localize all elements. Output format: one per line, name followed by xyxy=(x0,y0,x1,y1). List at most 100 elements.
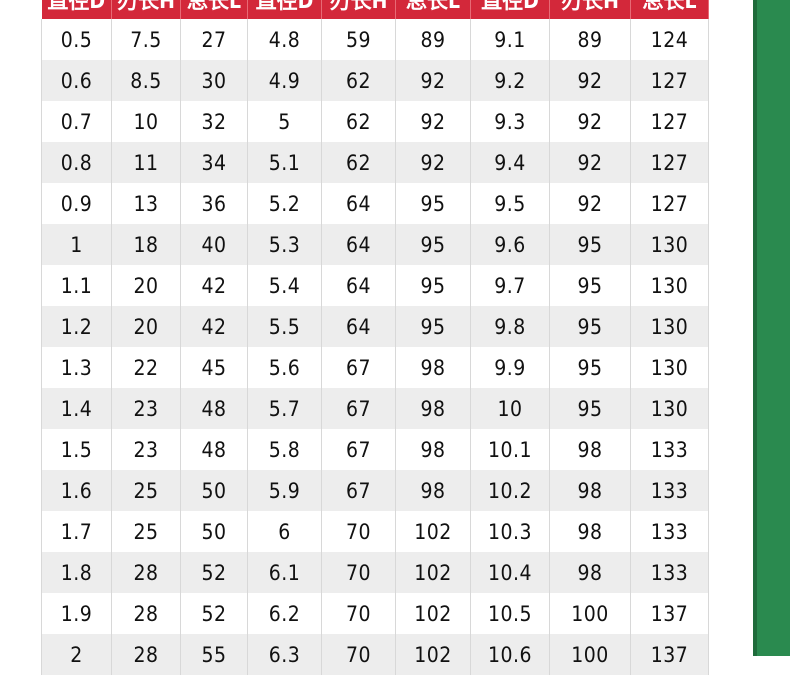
table-cell: 98 xyxy=(549,429,631,470)
table-cell: 50 xyxy=(180,470,248,511)
table-cell: 0.6 xyxy=(41,60,112,101)
table-cell: 6 xyxy=(247,511,322,552)
table-cell: 6.1 xyxy=(247,552,322,593)
table-cell: 67 xyxy=(321,347,396,388)
table-cell: 95 xyxy=(395,224,471,265)
table-cell: 30 xyxy=(180,60,248,101)
table-cell: 5.1 xyxy=(247,142,322,183)
table-cell: 133 xyxy=(630,511,709,552)
table-cell: 7.5 xyxy=(111,19,181,60)
table-row: 1.5 23 48 5.8 67 98 10.1 98 133 xyxy=(41,429,709,470)
table-row: 1 18 40 5.3 64 95 9.6 95 130 xyxy=(41,224,709,265)
table-cell: 130 xyxy=(630,388,709,429)
table-cell: 98 xyxy=(395,429,471,470)
table-cell: 137 xyxy=(630,593,709,634)
table-cell: 89 xyxy=(549,19,631,60)
table-row: 1.4 23 48 5.7 67 98 10 95 130 xyxy=(41,388,709,429)
table-cell: 92 xyxy=(395,60,471,101)
table-cell: 95 xyxy=(549,306,631,347)
table-cell: 5.2 xyxy=(247,183,322,224)
table-row: 0.6 8.5 30 4.9 62 92 9.2 92 127 xyxy=(41,60,709,101)
table-row: 1.2 20 42 5.5 64 95 9.8 95 130 xyxy=(41,306,709,347)
table-cell: 23 xyxy=(111,388,181,429)
table-cell: 67 xyxy=(321,429,396,470)
table-cell: 2 xyxy=(41,634,112,675)
table-cell: 59 xyxy=(321,19,396,60)
table-cell: 1 xyxy=(41,224,112,265)
table-cell: 95 xyxy=(549,347,631,388)
table-cell: 130 xyxy=(630,306,709,347)
table-cell: 64 xyxy=(321,306,396,347)
table-cell: 1.8 xyxy=(41,552,112,593)
table-cell: 25 xyxy=(111,470,181,511)
table-cell: 1.7 xyxy=(41,511,112,552)
table-cell: 92 xyxy=(395,142,471,183)
table-cell: 5 xyxy=(247,101,322,142)
table-cell: 98 xyxy=(395,470,471,511)
table-cell: 98 xyxy=(395,388,471,429)
table-cell: 102 xyxy=(395,634,471,675)
drill-size-table: 直径D 刃长H 总长L 直径D 刃长H 总长L 直径D 刃长H 总长L 0.5 7.5 27 4.8 5… xyxy=(41,0,709,675)
table-cell: 0.8 xyxy=(41,142,112,183)
table-row: 0.9 13 36 5.2 64 95 9.5 92 127 xyxy=(41,183,709,224)
column-header: 总长L xyxy=(630,0,709,19)
table-cell: 5.3 xyxy=(247,224,322,265)
table-cell: 130 xyxy=(630,265,709,306)
table-cell: 133 xyxy=(630,429,709,470)
table-cell: 127 xyxy=(630,142,709,183)
table-cell: 23 xyxy=(111,429,181,470)
table-cell: 20 xyxy=(111,306,181,347)
table-cell: 124 xyxy=(630,19,709,60)
table-cell: 133 xyxy=(630,552,709,593)
table-cell: 22 xyxy=(111,347,181,388)
table-cell: 1.5 xyxy=(41,429,112,470)
table-cell: 48 xyxy=(180,429,248,470)
table-cell: 67 xyxy=(321,388,396,429)
table-cell: 9.3 xyxy=(470,101,550,142)
table-header-row: 直径D 刃长H 总长L 直径D 刃长H 总长L 直径D 刃长H 总长L xyxy=(41,0,709,19)
table-cell: 18 xyxy=(111,224,181,265)
table-cell: 9.2 xyxy=(470,60,550,101)
table-cell: 42 xyxy=(180,265,248,306)
table-cell: 102 xyxy=(395,593,471,634)
table-cell: 5.7 xyxy=(247,388,322,429)
table-cell: 130 xyxy=(630,347,709,388)
column-header: 刃长H xyxy=(321,0,396,19)
table-cell: 92 xyxy=(549,60,631,101)
table-cell: 28 xyxy=(111,593,181,634)
table-cell: 0.5 xyxy=(41,19,112,60)
table-cell: 62 xyxy=(321,142,396,183)
table-cell: 95 xyxy=(549,265,631,306)
table-cell: 98 xyxy=(395,347,471,388)
table-cell: 95 xyxy=(395,306,471,347)
table-cell: 64 xyxy=(321,224,396,265)
table-cell: 9.1 xyxy=(470,19,550,60)
table-row: 0.5 7.5 27 4.8 59 89 9.1 89 124 xyxy=(41,19,709,60)
table-cell: 92 xyxy=(395,101,471,142)
table-cell: 36 xyxy=(180,183,248,224)
table-cell: 89 xyxy=(395,19,471,60)
table-cell: 70 xyxy=(321,593,396,634)
table-cell: 10.4 xyxy=(470,552,550,593)
table-cell: 0.9 xyxy=(41,183,112,224)
table-row: 0.7 10 32 5 62 92 9.3 92 127 xyxy=(41,101,709,142)
table-cell: 62 xyxy=(321,60,396,101)
table-row: 1.7 25 50 6 70 102 10.3 98 133 xyxy=(41,511,709,552)
table-cell: 127 xyxy=(630,60,709,101)
column-header: 直径D xyxy=(247,0,322,19)
table-cell: 1.2 xyxy=(41,306,112,347)
table-cell: 95 xyxy=(395,265,471,306)
table-row: 1.9 28 52 6.2 70 102 10.5 100 137 xyxy=(41,593,709,634)
table-cell: 9.9 xyxy=(470,347,550,388)
table-cell: 28 xyxy=(111,634,181,675)
table-cell: 102 xyxy=(395,511,471,552)
table-cell: 92 xyxy=(549,142,631,183)
table-cell: 42 xyxy=(180,306,248,347)
table-cell: 70 xyxy=(321,634,396,675)
table-cell: 34 xyxy=(180,142,248,183)
table-cell: 92 xyxy=(549,183,631,224)
table-cell: 48 xyxy=(180,388,248,429)
table-cell: 13 xyxy=(111,183,181,224)
table-cell: 64 xyxy=(321,183,396,224)
table-cell: 5.5 xyxy=(247,306,322,347)
